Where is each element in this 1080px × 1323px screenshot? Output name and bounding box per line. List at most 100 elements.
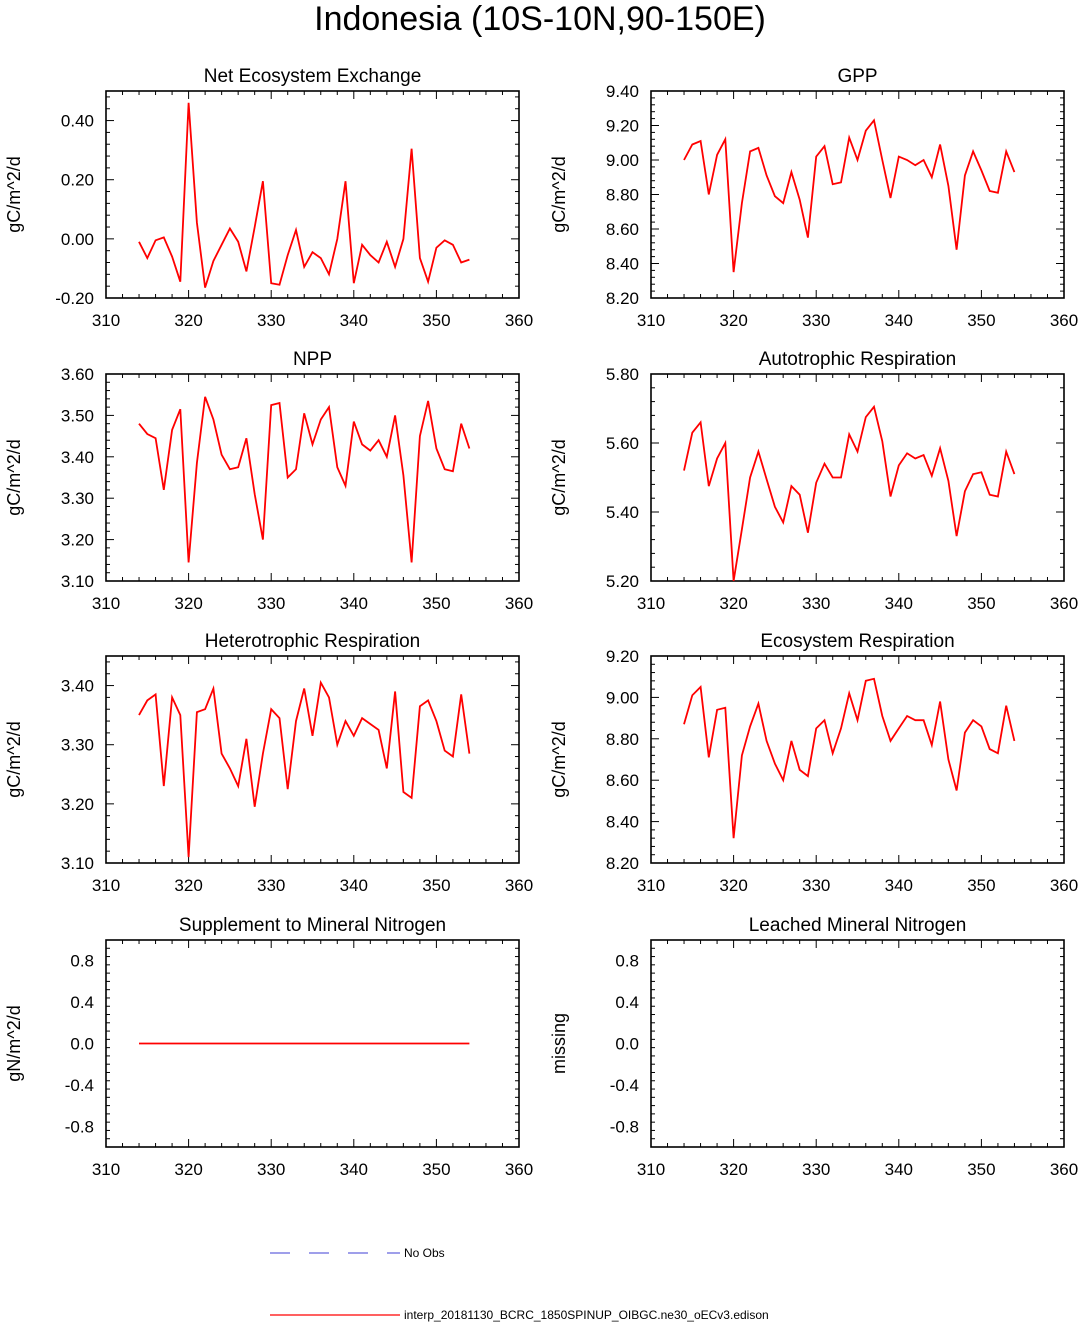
y-tick-label: 0.4 <box>70 993 94 1012</box>
y-tick-label: 8.80 <box>606 186 639 205</box>
plot-frame <box>650 939 1065 1148</box>
plot-frame <box>650 373 1065 582</box>
x-tick-label: 340 <box>885 1160 913 1179</box>
x-tick-label: 350 <box>967 594 995 613</box>
y-tick-label: -0.20 <box>55 289 94 308</box>
x-tick-label: 340 <box>885 594 913 613</box>
y-tick-label: 9.20 <box>606 647 639 666</box>
y-axis-label: gC/m^2/d <box>4 721 24 797</box>
y-tick-label: 8.40 <box>606 255 639 274</box>
x-tick-label: 310 <box>637 876 665 895</box>
x-tick-label: 360 <box>1050 1160 1078 1179</box>
y-tick-label: -0.4 <box>65 1076 94 1095</box>
y-tick-label: 8.20 <box>606 854 639 873</box>
x-tick-label: 330 <box>802 876 830 895</box>
legend-label-model: interp_20181130_BCRC_1850SPINUP_OIBGC.ne… <box>404 1308 769 1322</box>
chart-panel-8: Leached Mineral Nitrogen missing 310 320 330… <box>549 915 1078 1179</box>
series-line <box>683 404 1016 582</box>
y-tick-label: 5.60 <box>606 434 639 453</box>
x-tick-label: 320 <box>174 1160 202 1179</box>
panel-title: GPP <box>837 66 877 87</box>
x-tick-label: 330 <box>257 876 285 895</box>
series-line <box>683 677 1016 839</box>
y-tick-label: 0.8 <box>70 952 94 971</box>
y-tick-label: 0.0 <box>615 1035 639 1054</box>
x-tick-label: 340 <box>340 311 368 330</box>
x-tick-label: 330 <box>257 594 285 613</box>
x-tick-label: 340 <box>340 876 368 895</box>
y-tick-label: 3.20 <box>61 795 94 814</box>
x-tick-label: 350 <box>967 876 995 895</box>
x-tick-label: 350 <box>422 594 450 613</box>
x-tick-label: 350 <box>967 311 995 330</box>
chart-panel-1: Net Ecosystem Exchange gC/m^2/d 310 320 330 3… <box>4 66 533 330</box>
panel-title: NPP <box>293 349 332 370</box>
y-tick-label: 3.40 <box>61 448 94 467</box>
x-tick-label: 340 <box>885 876 913 895</box>
x-tick-label: 310 <box>92 311 120 330</box>
x-tick-label: 350 <box>422 876 450 895</box>
series-line <box>138 679 471 858</box>
x-tick-label: 320 <box>174 876 202 895</box>
series-line <box>138 102 470 288</box>
y-tick-label: 8.20 <box>606 289 639 308</box>
y-axis-label: gC/m^2/d <box>549 721 569 797</box>
y-axis-label: gC/m^2/d <box>549 439 569 515</box>
chart-panel-5: Heterotrophic Respiration gC/m^2/d 310 320 3… <box>4 631 533 895</box>
y-tick-label: 3.30 <box>61 489 94 508</box>
plot-frame <box>650 655 1065 864</box>
chart-panel-7: Supplement to Mineral Nitrogen gN/m^2/d 31… <box>4 915 533 1179</box>
y-tick-label: 0.00 <box>61 230 94 249</box>
panel-title: Leached Mineral Nitrogen <box>749 915 967 936</box>
x-tick-label: 310 <box>92 1160 120 1179</box>
x-tick-label: 320 <box>174 594 202 613</box>
y-axis-label: gC/m^2/d <box>4 156 24 232</box>
legend-label-no-obs: No Obs <box>404 1246 445 1260</box>
y-axis-label: missing <box>549 1013 569 1074</box>
x-tick-label: 360 <box>505 1160 533 1179</box>
x-tick-label: 330 <box>257 1160 285 1179</box>
x-tick-label: 310 <box>92 594 120 613</box>
x-tick-label: 330 <box>257 311 285 330</box>
y-tick-label: 8.80 <box>606 730 639 749</box>
y-tick-label: 9.00 <box>606 688 639 707</box>
y-tick-label: 5.80 <box>606 365 639 384</box>
panel-title: Autotrophic Respiration <box>759 349 957 370</box>
x-tick-label: 330 <box>802 311 830 330</box>
y-tick-label: 3.60 <box>61 365 94 384</box>
y-tick-label: 0.4 <box>615 993 639 1012</box>
x-tick-label: 340 <box>885 311 913 330</box>
series-line <box>138 396 471 563</box>
y-tick-label: 5.20 <box>606 572 639 591</box>
x-tick-label: 360 <box>1050 876 1078 895</box>
x-tick-label: 340 <box>340 1160 368 1179</box>
y-tick-label: 9.20 <box>606 117 639 136</box>
y-axis-label: gC/m^2/d <box>549 156 569 232</box>
chart-panel-6: Ecosystem Respiration gC/m^2/d 310 320 330 34… <box>549 631 1078 895</box>
x-tick-label: 320 <box>174 311 202 330</box>
y-tick-label: 0.8 <box>615 952 639 971</box>
x-tick-label: 320 <box>719 876 747 895</box>
y-tick-label: 0.40 <box>61 112 94 131</box>
x-tick-label: 360 <box>1050 311 1078 330</box>
plot-frame <box>650 90 1065 299</box>
x-tick-label: 320 <box>719 594 747 613</box>
y-tick-label: 3.10 <box>61 854 94 873</box>
y-tick-label: 5.40 <box>606 503 639 522</box>
legend: No Obs interp_20181130_BCRC_1850SPINUP_O… <box>270 1246 769 1322</box>
plot-frame <box>105 939 520 1148</box>
x-tick-label: 320 <box>719 311 747 330</box>
x-tick-label: 330 <box>802 594 830 613</box>
x-tick-label: 340 <box>340 594 368 613</box>
y-tick-label: 8.40 <box>606 813 639 832</box>
y-tick-label: 9.00 <box>606 151 639 170</box>
x-tick-label: 310 <box>92 876 120 895</box>
x-tick-label: 310 <box>637 594 665 613</box>
panel-title: Ecosystem Respiration <box>760 631 954 652</box>
panel-title: Heterotrophic Respiration <box>205 631 420 652</box>
panel-title: Supplement to Mineral Nitrogen <box>179 915 446 936</box>
y-tick-label: 3.10 <box>61 572 94 591</box>
plot-frame <box>105 90 520 299</box>
figure-title: Indonesia (10S-10N,90-150E) <box>314 0 766 38</box>
